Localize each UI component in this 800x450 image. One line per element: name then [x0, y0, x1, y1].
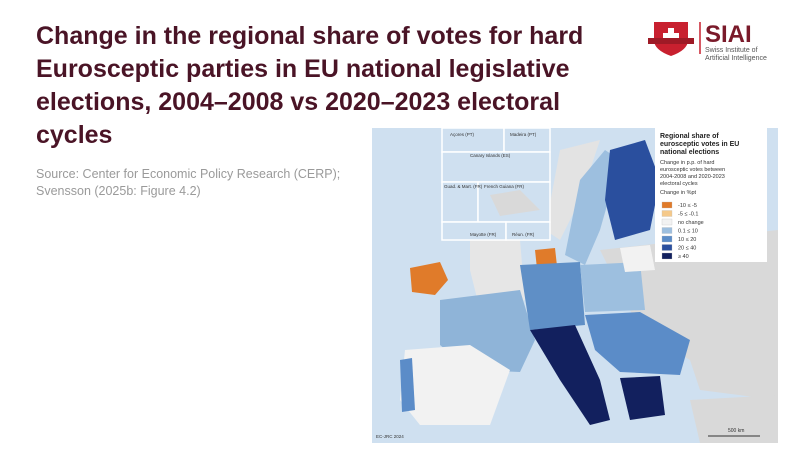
logo-text: Artificial Intelligence: [705, 55, 767, 62]
legend-swatch: [661, 218, 673, 226]
inset-label: Réun. (FR): [512, 232, 535, 237]
region: [400, 345, 510, 425]
inset-label: Guad. & Mart. (FR): [444, 184, 483, 189]
logo: SIAI Swiss Institute of Artificial Intel…: [648, 21, 767, 62]
legend-swatch: [661, 227, 673, 234]
legend-label: -10 ≤ -5: [678, 203, 697, 209]
legend-title: Regional share of eurosceptic votes in EU…: [660, 133, 739, 156]
region: [530, 325, 610, 425]
logo-name: SIAI: [705, 21, 752, 48]
source: Source: Center for Economic Policy Resea…: [36, 167, 341, 198]
inset-label: Canary Islands (ES): [470, 153, 511, 158]
title: Change in the regional share of votes fo…: [36, 22, 584, 149]
inset: [441, 127, 505, 153]
legend-label: 0.1 ≤ 10: [678, 229, 698, 235]
region: [400, 358, 415, 412]
logo-cross: [663, 33, 679, 39]
legend-box: [655, 128, 767, 262]
legend-label: 10 ≤ 20: [678, 237, 696, 243]
region: [585, 312, 690, 375]
inset: [503, 127, 551, 153]
inset: [441, 221, 507, 241]
legend-swatch: [661, 210, 673, 217]
legend-label: -5 ≤ -0.1: [678, 212, 698, 218]
legend-label: 20 ≤ 40: [678, 246, 696, 252]
legend-heading: Change in %pt: [660, 190, 697, 196]
legend-swatch: [661, 201, 673, 209]
scale-label: 500 km: [728, 428, 744, 434]
region: [410, 262, 448, 295]
inset-label: Açores (PT): [450, 132, 475, 137]
legend-swatch: [661, 244, 673, 251]
legend-label: ≥ 40: [678, 254, 689, 260]
inset-land: [490, 190, 540, 216]
inset: [505, 221, 551, 241]
inset-labels: Açores (PT) Madeira (PT) Canary Islands (E…: [444, 132, 537, 237]
credit: EC-JRC 2024: [376, 434, 404, 439]
legend-swatch: [661, 235, 673, 243]
non-eu-land: [545, 140, 600, 240]
region: [620, 376, 665, 420]
region: [620, 245, 655, 272]
inset-label: Madeira (PT): [510, 132, 537, 137]
map: Açores (PT) Madeira (PT) Canary Islands (E…: [372, 127, 778, 443]
logo-ribbon: [648, 38, 694, 44]
region: [580, 262, 645, 312]
inset-label: French Guiana (FR): [484, 184, 525, 189]
non-eu-land: [690, 395, 778, 443]
region: [605, 140, 660, 240]
region: [520, 262, 585, 330]
region: [565, 150, 620, 265]
legend-subtitle: Change in p.p. of hard eurosceptic votes …: [660, 160, 725, 187]
legend-items: -10 ≤ -5 -5 ≤ -0.1 no change 0.1 ≤ 10 10 ≤ 2…: [661, 201, 704, 260]
logo-text: Swiss Institute of: [705, 47, 758, 54]
legend-swatch: [661, 252, 673, 260]
legend-label: no change: [678, 220, 704, 226]
non-eu-land: [600, 230, 778, 400]
inset-label: Mayotte (FR): [470, 232, 497, 237]
